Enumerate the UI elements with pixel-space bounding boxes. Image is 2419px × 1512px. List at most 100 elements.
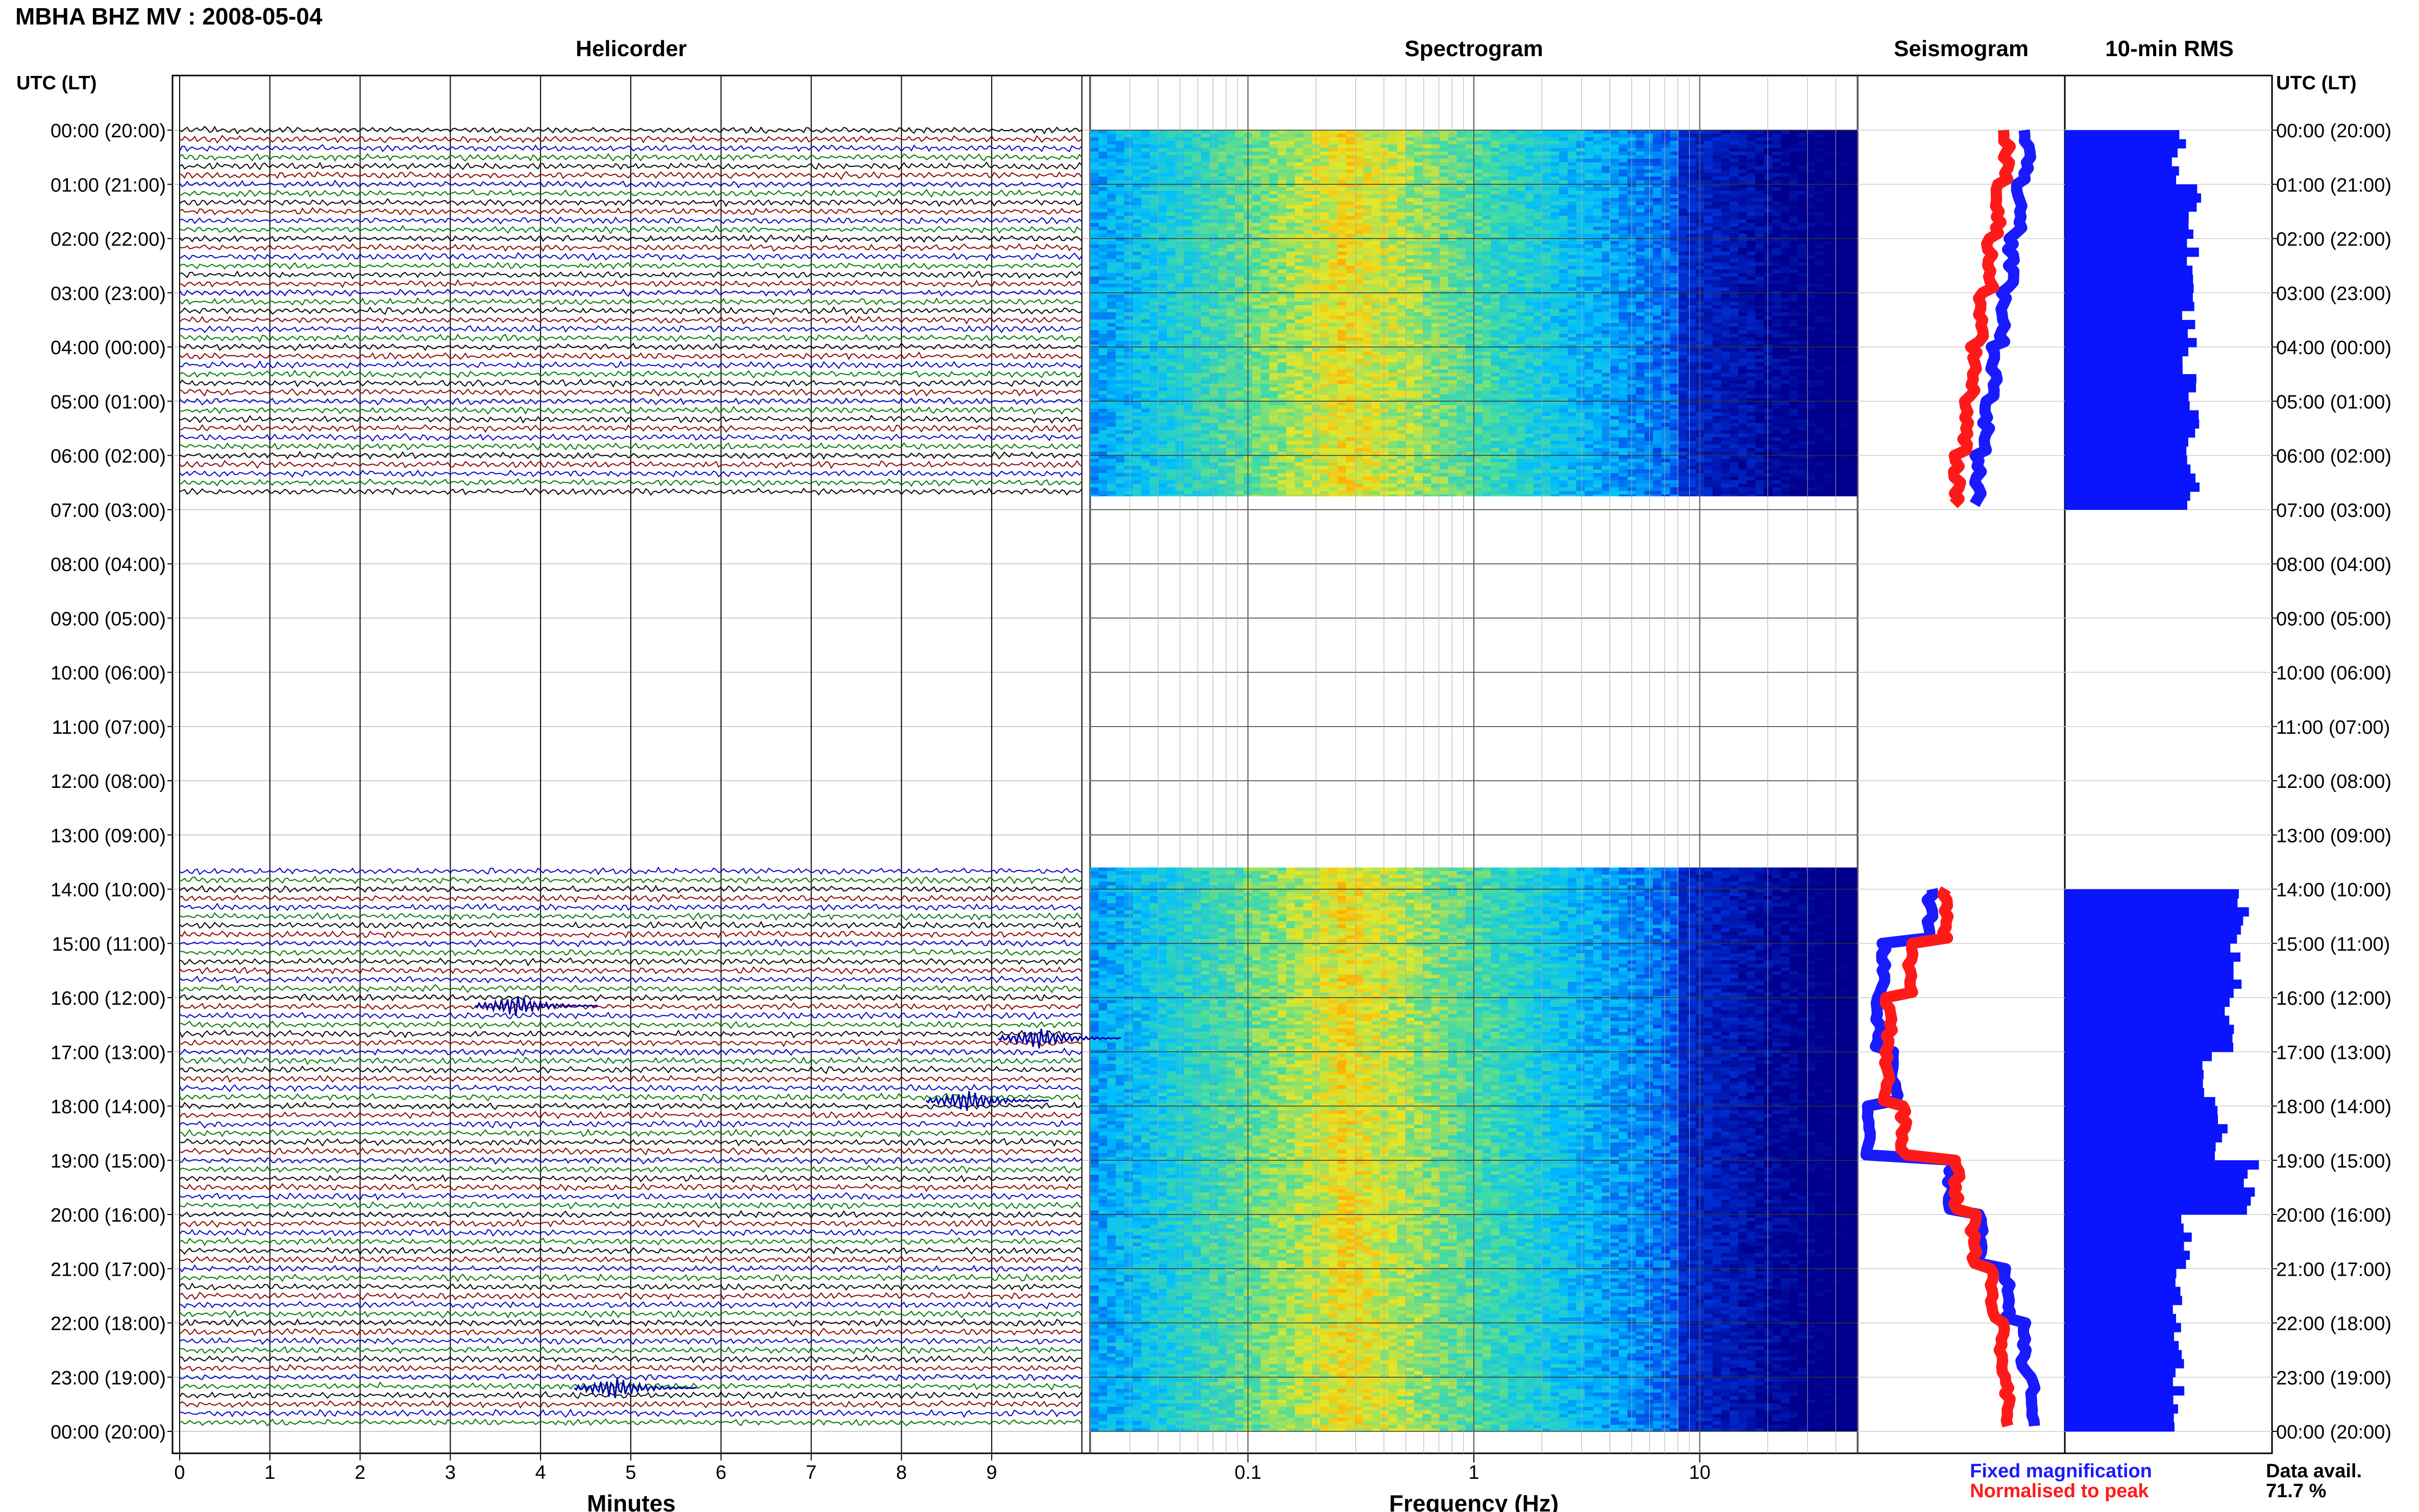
spectrogram-cell — [1167, 216, 1175, 219]
spectrogram-cell — [1542, 216, 1551, 219]
spectrogram-cell — [1670, 173, 1679, 177]
spectrogram-cell — [1440, 312, 1448, 316]
spectrogram-cell — [1312, 280, 1321, 284]
spectrogram-cell — [1610, 294, 1619, 298]
spectrogram-cell — [1585, 209, 1593, 212]
spectrogram-cell — [1320, 248, 1329, 252]
spectrogram-cell — [1610, 141, 1619, 144]
spectrogram-cell — [1636, 262, 1645, 266]
spectrogram-cell — [1397, 312, 1406, 316]
spectrogram-cell — [1158, 223, 1167, 227]
spectrogram-cell — [1713, 230, 1721, 234]
spectrogram-cell — [1218, 248, 1227, 252]
spectrogram-cell — [1704, 205, 1713, 209]
spectrogram-cell — [1116, 327, 1124, 330]
spectrogram-cell — [1286, 252, 1295, 255]
spectrogram-cell — [1483, 237, 1491, 241]
spectrogram-cell — [1235, 219, 1244, 223]
spectrogram-cell — [1798, 298, 1807, 302]
spectrogram-cell — [1320, 177, 1329, 180]
spectrogram-cell — [1338, 309, 1346, 312]
spectrogram-cell — [1610, 202, 1619, 205]
spectrogram-cell — [1440, 187, 1448, 191]
spectrogram-cell — [1483, 312, 1491, 316]
spectrogram-cell — [1636, 137, 1645, 141]
spectrogram-cell — [1448, 166, 1457, 169]
spectrogram-cell — [1295, 155, 1303, 159]
spectrogram-cell — [1832, 162, 1841, 166]
spectrogram-cell — [1798, 155, 1807, 159]
spectrogram-cell — [1517, 255, 1525, 259]
spectrogram-cell — [1278, 323, 1287, 327]
spectrogram-cell — [1764, 312, 1772, 316]
spectrogram-cell — [1687, 255, 1696, 259]
spectrogram-cell — [1363, 209, 1372, 212]
spectrogram-cell — [1585, 298, 1593, 302]
spectrogram-cell — [1781, 198, 1790, 202]
spectrogram-cell — [1610, 312, 1619, 316]
spectrogram-cell — [1099, 305, 1107, 309]
spectrogram-cell — [1679, 137, 1687, 141]
spectrogram-cell — [1184, 312, 1193, 316]
spectrogram-cell — [1772, 266, 1781, 269]
spectrogram-cell — [1823, 173, 1832, 177]
spectrogram-cell — [1525, 266, 1534, 269]
spectrogram-cell — [1226, 241, 1235, 244]
spectrogram-cell — [1363, 294, 1372, 298]
spectrogram-cell — [1448, 137, 1457, 141]
spectrogram-cell — [1346, 241, 1354, 244]
spectrogram-cell — [1602, 130, 1611, 134]
spectrogram-cell — [1235, 187, 1244, 191]
spectrogram-cell — [1610, 277, 1619, 280]
spectrogram-cell — [1576, 259, 1585, 262]
spectrogram-cell — [1559, 241, 1568, 244]
spectrogram-cell — [1730, 241, 1738, 244]
spectrogram-cell — [1679, 230, 1687, 234]
spectrogram-cell — [1525, 241, 1534, 244]
spectrogram-cell — [1099, 323, 1107, 327]
spectrogram-cell — [1405, 241, 1414, 244]
spectrogram-cell — [1090, 230, 1099, 234]
spectrogram-cell — [1269, 312, 1278, 316]
spectrogram-cell — [1448, 134, 1457, 137]
spectrogram-cell — [1269, 230, 1278, 234]
spectrogram-cell — [1440, 273, 1448, 277]
spectrogram-cell — [1491, 234, 1499, 237]
spectrogram-cell — [1193, 287, 1201, 291]
spectrogram-cell — [1764, 319, 1772, 323]
spectrogram-cell — [1448, 252, 1457, 255]
spectrogram-cell — [1525, 148, 1534, 152]
spectrogram-cell — [1508, 130, 1517, 134]
spectrogram-cell — [1278, 302, 1287, 305]
spectrogram-cell — [1662, 198, 1670, 202]
spectrogram-cell — [1312, 141, 1321, 144]
spectrogram-cell — [1380, 205, 1389, 209]
spectrogram-cell — [1380, 166, 1389, 169]
spectrogram-cell — [1133, 323, 1142, 327]
spectrogram-cell — [1764, 155, 1772, 159]
spectrogram-cell — [1508, 312, 1517, 316]
spectrogram-cell — [1602, 191, 1611, 194]
spectrogram-cell — [1576, 173, 1585, 177]
spectrogram-cell — [1414, 216, 1423, 219]
spectrogram-cell — [1133, 273, 1142, 277]
spectrogram-cell — [1278, 280, 1287, 284]
spectrogram-cell — [1508, 180, 1517, 184]
spectrogram-cell — [1303, 312, 1312, 316]
spectrogram-cell — [1448, 198, 1457, 202]
spectrogram-cell — [1150, 230, 1158, 234]
spectrogram-cell — [1295, 287, 1303, 291]
spectrogram-cell — [1568, 219, 1576, 223]
spectrogram-cell — [1184, 305, 1193, 309]
spectrogram-cell — [1338, 305, 1346, 309]
spectrogram-cell — [1193, 191, 1201, 194]
spectrogram-cell — [1303, 294, 1312, 298]
spectrogram-cell — [1124, 269, 1133, 273]
spectrogram-cell — [1295, 230, 1303, 234]
spectrogram-cell — [1210, 137, 1218, 141]
spectrogram-cell — [1550, 241, 1559, 244]
spectrogram-cell — [1405, 198, 1414, 202]
spectrogram-cell — [1320, 194, 1329, 198]
spectrogram-cell — [1534, 130, 1542, 134]
spectrogram-cell — [1116, 212, 1124, 216]
